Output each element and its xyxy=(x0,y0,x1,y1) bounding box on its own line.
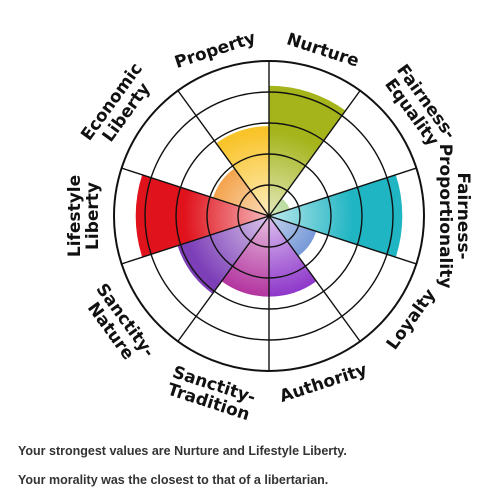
spoke-line xyxy=(268,215,361,342)
category-label-fairness-proportionality: Fairness-Proportionality xyxy=(435,144,473,289)
moral-values-wheel-chart: Nurture Fairness-Equality Fairness-Proport… xyxy=(65,28,473,425)
category-label-loyalty: Loyalty xyxy=(383,285,440,353)
strongest-values-text: Your strongest values are Nurture and Li… xyxy=(18,444,347,458)
spoke-line xyxy=(268,90,361,217)
wheel-svg: Nurture Fairness-EqualityFairness-Proport… xyxy=(65,28,473,425)
spoke-line xyxy=(177,215,270,342)
spoke-line xyxy=(268,167,417,217)
category-label-property: Property xyxy=(172,28,258,73)
spoke-line xyxy=(121,167,270,217)
spoke-line xyxy=(121,215,270,265)
spoke-line xyxy=(268,215,417,265)
closest-morality-text: Your morality was the closest to that of… xyxy=(18,473,329,487)
category-label-fairness-equality: Fairness-Equality xyxy=(378,61,460,154)
category-label-economic-liberty: EconomicLiberty xyxy=(77,59,161,155)
category-label-authority: Authority xyxy=(277,360,369,407)
spoke-line xyxy=(177,90,270,217)
category-label-nurture: Nurture xyxy=(284,29,361,71)
category-label-lifestyle-liberty: LifestyleLiberty xyxy=(65,175,103,257)
category-label-sanctity-nature: Sanctity-Nature xyxy=(77,280,158,372)
category-label-sanctity-tradition: Sanctity-Tradition xyxy=(164,362,258,425)
grid-layer xyxy=(113,60,425,372)
